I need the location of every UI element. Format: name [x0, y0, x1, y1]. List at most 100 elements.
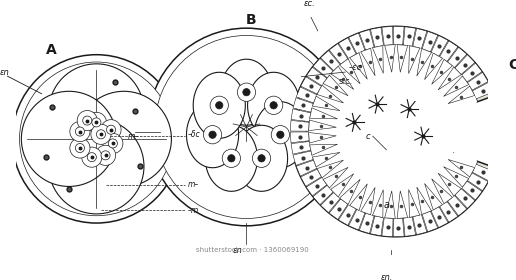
Polygon shape: [331, 66, 353, 89]
Circle shape: [76, 91, 171, 186]
Text: a: a: [383, 200, 390, 210]
Text: c: c: [366, 132, 370, 141]
Circle shape: [82, 147, 102, 167]
Polygon shape: [313, 96, 340, 111]
Polygon shape: [448, 47, 467, 67]
Polygon shape: [432, 59, 453, 84]
Text: m–: m–: [127, 132, 139, 141]
Circle shape: [70, 122, 90, 142]
Polygon shape: [431, 207, 448, 228]
Polygon shape: [432, 179, 453, 204]
Polygon shape: [382, 218, 393, 237]
Polygon shape: [438, 67, 461, 90]
Polygon shape: [310, 144, 337, 155]
Polygon shape: [393, 218, 404, 237]
Polygon shape: [329, 44, 348, 64]
Polygon shape: [448, 195, 467, 216]
Circle shape: [243, 88, 250, 96]
Polygon shape: [317, 85, 344, 103]
Text: B: B: [246, 13, 256, 27]
Polygon shape: [404, 27, 415, 46]
Polygon shape: [425, 183, 442, 210]
Circle shape: [75, 127, 85, 136]
Polygon shape: [350, 184, 367, 210]
Circle shape: [277, 131, 284, 138]
Polygon shape: [293, 98, 313, 112]
Polygon shape: [448, 160, 475, 177]
Circle shape: [20, 62, 173, 216]
Polygon shape: [413, 29, 427, 48]
Polygon shape: [397, 191, 408, 218]
Polygon shape: [313, 59, 333, 78]
Polygon shape: [361, 187, 375, 215]
Polygon shape: [467, 72, 488, 90]
Circle shape: [270, 102, 277, 109]
Circle shape: [101, 151, 110, 160]
Polygon shape: [440, 41, 458, 62]
Text: εn: εn: [0, 69, 9, 78]
Circle shape: [95, 145, 116, 165]
Text: s.c.: s.c.: [338, 77, 352, 86]
Polygon shape: [448, 86, 475, 104]
Polygon shape: [291, 141, 311, 154]
Text: –δc: –δc: [188, 130, 201, 139]
Polygon shape: [438, 173, 461, 196]
Polygon shape: [235, 125, 287, 191]
Circle shape: [252, 149, 271, 167]
Polygon shape: [291, 120, 309, 131]
Polygon shape: [296, 87, 317, 103]
Polygon shape: [349, 33, 365, 54]
Circle shape: [75, 143, 85, 153]
Polygon shape: [473, 164, 493, 181]
Polygon shape: [309, 45, 477, 218]
Polygon shape: [440, 202, 458, 222]
Polygon shape: [422, 211, 438, 232]
Polygon shape: [306, 178, 327, 196]
Polygon shape: [320, 50, 340, 71]
Polygon shape: [254, 102, 307, 168]
Circle shape: [271, 125, 289, 144]
Polygon shape: [296, 160, 317, 176]
Polygon shape: [361, 48, 375, 76]
Circle shape: [12, 55, 181, 223]
Polygon shape: [350, 53, 367, 79]
Text: A: A: [46, 43, 57, 57]
Polygon shape: [313, 152, 340, 167]
Circle shape: [216, 102, 223, 109]
Polygon shape: [373, 46, 383, 73]
Polygon shape: [205, 125, 257, 191]
Polygon shape: [301, 77, 321, 94]
Circle shape: [258, 155, 265, 162]
Polygon shape: [409, 190, 420, 217]
Circle shape: [265, 96, 283, 115]
Text: –εc: –εc: [349, 63, 362, 72]
Polygon shape: [473, 82, 493, 99]
Polygon shape: [291, 132, 309, 143]
Polygon shape: [409, 46, 420, 74]
Circle shape: [87, 153, 96, 162]
Polygon shape: [382, 26, 393, 45]
Polygon shape: [444, 167, 469, 187]
Circle shape: [92, 118, 101, 127]
Text: C: C: [508, 58, 516, 72]
Polygon shape: [306, 67, 327, 86]
Polygon shape: [340, 179, 360, 204]
Circle shape: [237, 83, 255, 101]
Polygon shape: [455, 189, 475, 208]
Circle shape: [148, 28, 345, 226]
Polygon shape: [425, 53, 442, 80]
Polygon shape: [338, 205, 356, 225]
Text: shutterstock.com · 1360069190: shutterstock.com · 1360069190: [196, 247, 309, 253]
Polygon shape: [293, 151, 313, 165]
Circle shape: [108, 139, 117, 148]
Polygon shape: [455, 55, 475, 74]
Circle shape: [49, 119, 144, 214]
Polygon shape: [301, 169, 321, 186]
Circle shape: [228, 155, 235, 162]
Text: εn: εn: [232, 246, 242, 255]
Polygon shape: [329, 199, 348, 220]
Polygon shape: [370, 27, 383, 47]
Polygon shape: [331, 174, 353, 197]
Polygon shape: [323, 167, 348, 188]
Circle shape: [222, 149, 240, 167]
